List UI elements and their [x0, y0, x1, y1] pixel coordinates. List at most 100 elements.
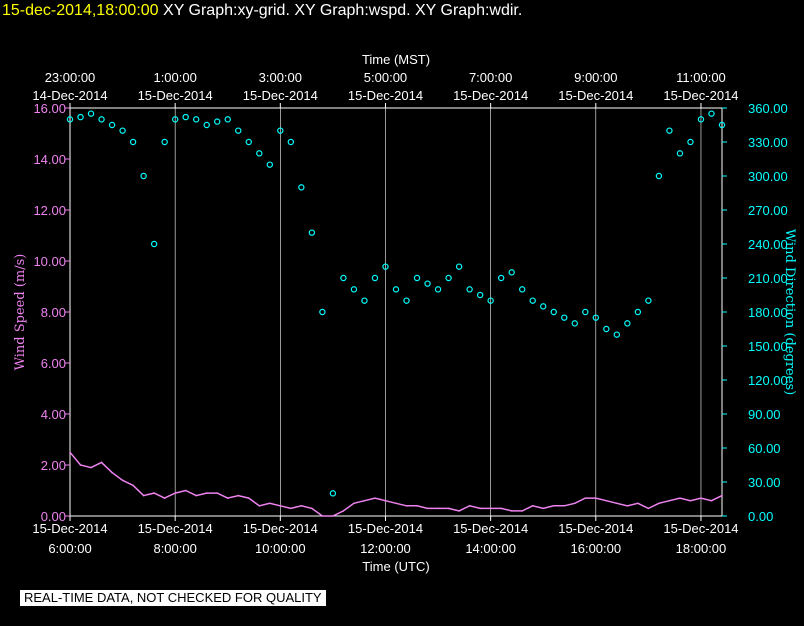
wspd-point [668, 499, 671, 502]
wdir-point [582, 308, 589, 316]
right-tick-label: 120.00 [748, 373, 788, 388]
wdir-point [455, 263, 463, 270]
wspd-point [405, 505, 408, 507]
right-tick-label: 60.00 [748, 441, 781, 456]
wspd-point [237, 494, 240, 497]
wdir-point [129, 138, 137, 146]
wdir-point [214, 118, 221, 125]
wdir-point [508, 269, 515, 276]
wdir-point [571, 320, 578, 327]
wdir-point [256, 150, 263, 157]
wspd-point [111, 471, 113, 474]
wdir-point [382, 263, 389, 270]
right-tick-label: 240.00 [748, 237, 788, 252]
wspd-point [658, 502, 660, 505]
wdir-point [434, 286, 442, 293]
wspd-series-line [69, 451, 723, 517]
wdir-point [140, 172, 147, 180]
wspd-point [679, 497, 681, 499]
left-tick-label: 8.00 [41, 305, 66, 320]
wdir-point [287, 138, 295, 146]
wdir-point [497, 274, 505, 282]
wdir-point [697, 116, 705, 123]
wdir-point [424, 280, 431, 287]
left-tick-label: 4.00 [41, 407, 66, 422]
right-tick-label: 180.00 [748, 305, 788, 320]
wdir-point [350, 286, 358, 293]
bottom-tick-time: 14:00:00 [465, 541, 516, 556]
plot-frame [69, 107, 723, 517]
wspd-point [174, 492, 176, 494]
wspd-point [69, 451, 71, 454]
wspd-point [552, 505, 555, 507]
wdir-point [171, 116, 179, 123]
wspd-point [595, 497, 597, 499]
wdir-point [718, 121, 726, 129]
header-timestamp: 15-dec-2014,18:00:00 [2, 2, 159, 19]
wdir-point [161, 138, 168, 146]
wdir-point [108, 121, 116, 129]
left-tick-label: 2.00 [41, 458, 66, 473]
wspd-point [510, 510, 513, 512]
wdir-point [666, 127, 673, 134]
wdir-point [298, 184, 305, 191]
wdir-point [119, 127, 126, 134]
wdir-point [150, 240, 158, 248]
top-tick-date: 15-Dec-2014 [663, 88, 738, 103]
bottom-tick-time: 12:00:00 [360, 541, 411, 556]
wspd-point [426, 507, 429, 510]
wdir-point [676, 150, 684, 157]
left-tick-label: 14.00 [33, 152, 66, 167]
wspd-point [363, 499, 366, 502]
wspd-point [447, 507, 450, 510]
wdir-point [224, 116, 231, 123]
wdir-point [403, 297, 410, 304]
wdir-point [603, 325, 610, 333]
wspd-point [100, 461, 103, 464]
wdir-point [203, 121, 210, 129]
wdir-point [466, 286, 473, 293]
wdir-point [592, 314, 600, 321]
bottom-axis-title: Time (UTC) [362, 559, 429, 574]
bottom-tick-time: 8:00:00 [153, 541, 196, 556]
wspd-point [279, 505, 282, 507]
top-tick-time: 3:00:00 [259, 70, 302, 85]
wdir-point [476, 291, 484, 299]
wspd-point [437, 507, 439, 510]
wspd-point [142, 494, 145, 497]
wspd-point [384, 499, 387, 502]
wspd-point [184, 489, 187, 492]
bottom-tick-date: 15-Dec-2014 [138, 521, 213, 536]
wdir-point [182, 113, 189, 121]
right-tick-label: 330.00 [748, 135, 788, 150]
wspd-point [269, 502, 271, 505]
top-tick-date: 15-Dec-2014 [348, 88, 423, 103]
wdir-point [645, 297, 652, 304]
top-axis-title: Time (MST) [362, 52, 430, 67]
wdir-point [634, 308, 642, 316]
left-tick-label: 12.00 [33, 203, 66, 218]
left-tick-label: 10.00 [33, 254, 66, 269]
bottom-tick-date: 15-Dec-2014 [32, 521, 107, 536]
wspd-point [132, 484, 134, 487]
wspd-point [311, 507, 313, 510]
wdir-point [445, 274, 452, 282]
wdir-point [561, 314, 568, 321]
wspd-point [216, 492, 219, 494]
right-tick-label: 30.00 [748, 475, 781, 490]
wdir-point [550, 308, 557, 316]
wspd-point [205, 492, 208, 494]
chart-header: 15-dec-2014,18:00:00 XY Graph:xy-grid. X… [2, 2, 522, 20]
wdir-point [98, 116, 105, 123]
right-tick-label: 0.00 [748, 509, 773, 524]
top-tick-date: 15-Dec-2014 [558, 88, 633, 103]
wdir-point [340, 274, 347, 282]
right-tick-label: 90.00 [748, 407, 781, 422]
right-tick-label: 210.00 [748, 271, 788, 286]
wdir-point [392, 286, 400, 293]
wspd-point [458, 510, 460, 512]
wdir-point [319, 308, 326, 316]
wspd-point [321, 515, 324, 517]
top-tick-time: 23:00:00 [45, 70, 96, 85]
wspd-point [626, 505, 629, 507]
